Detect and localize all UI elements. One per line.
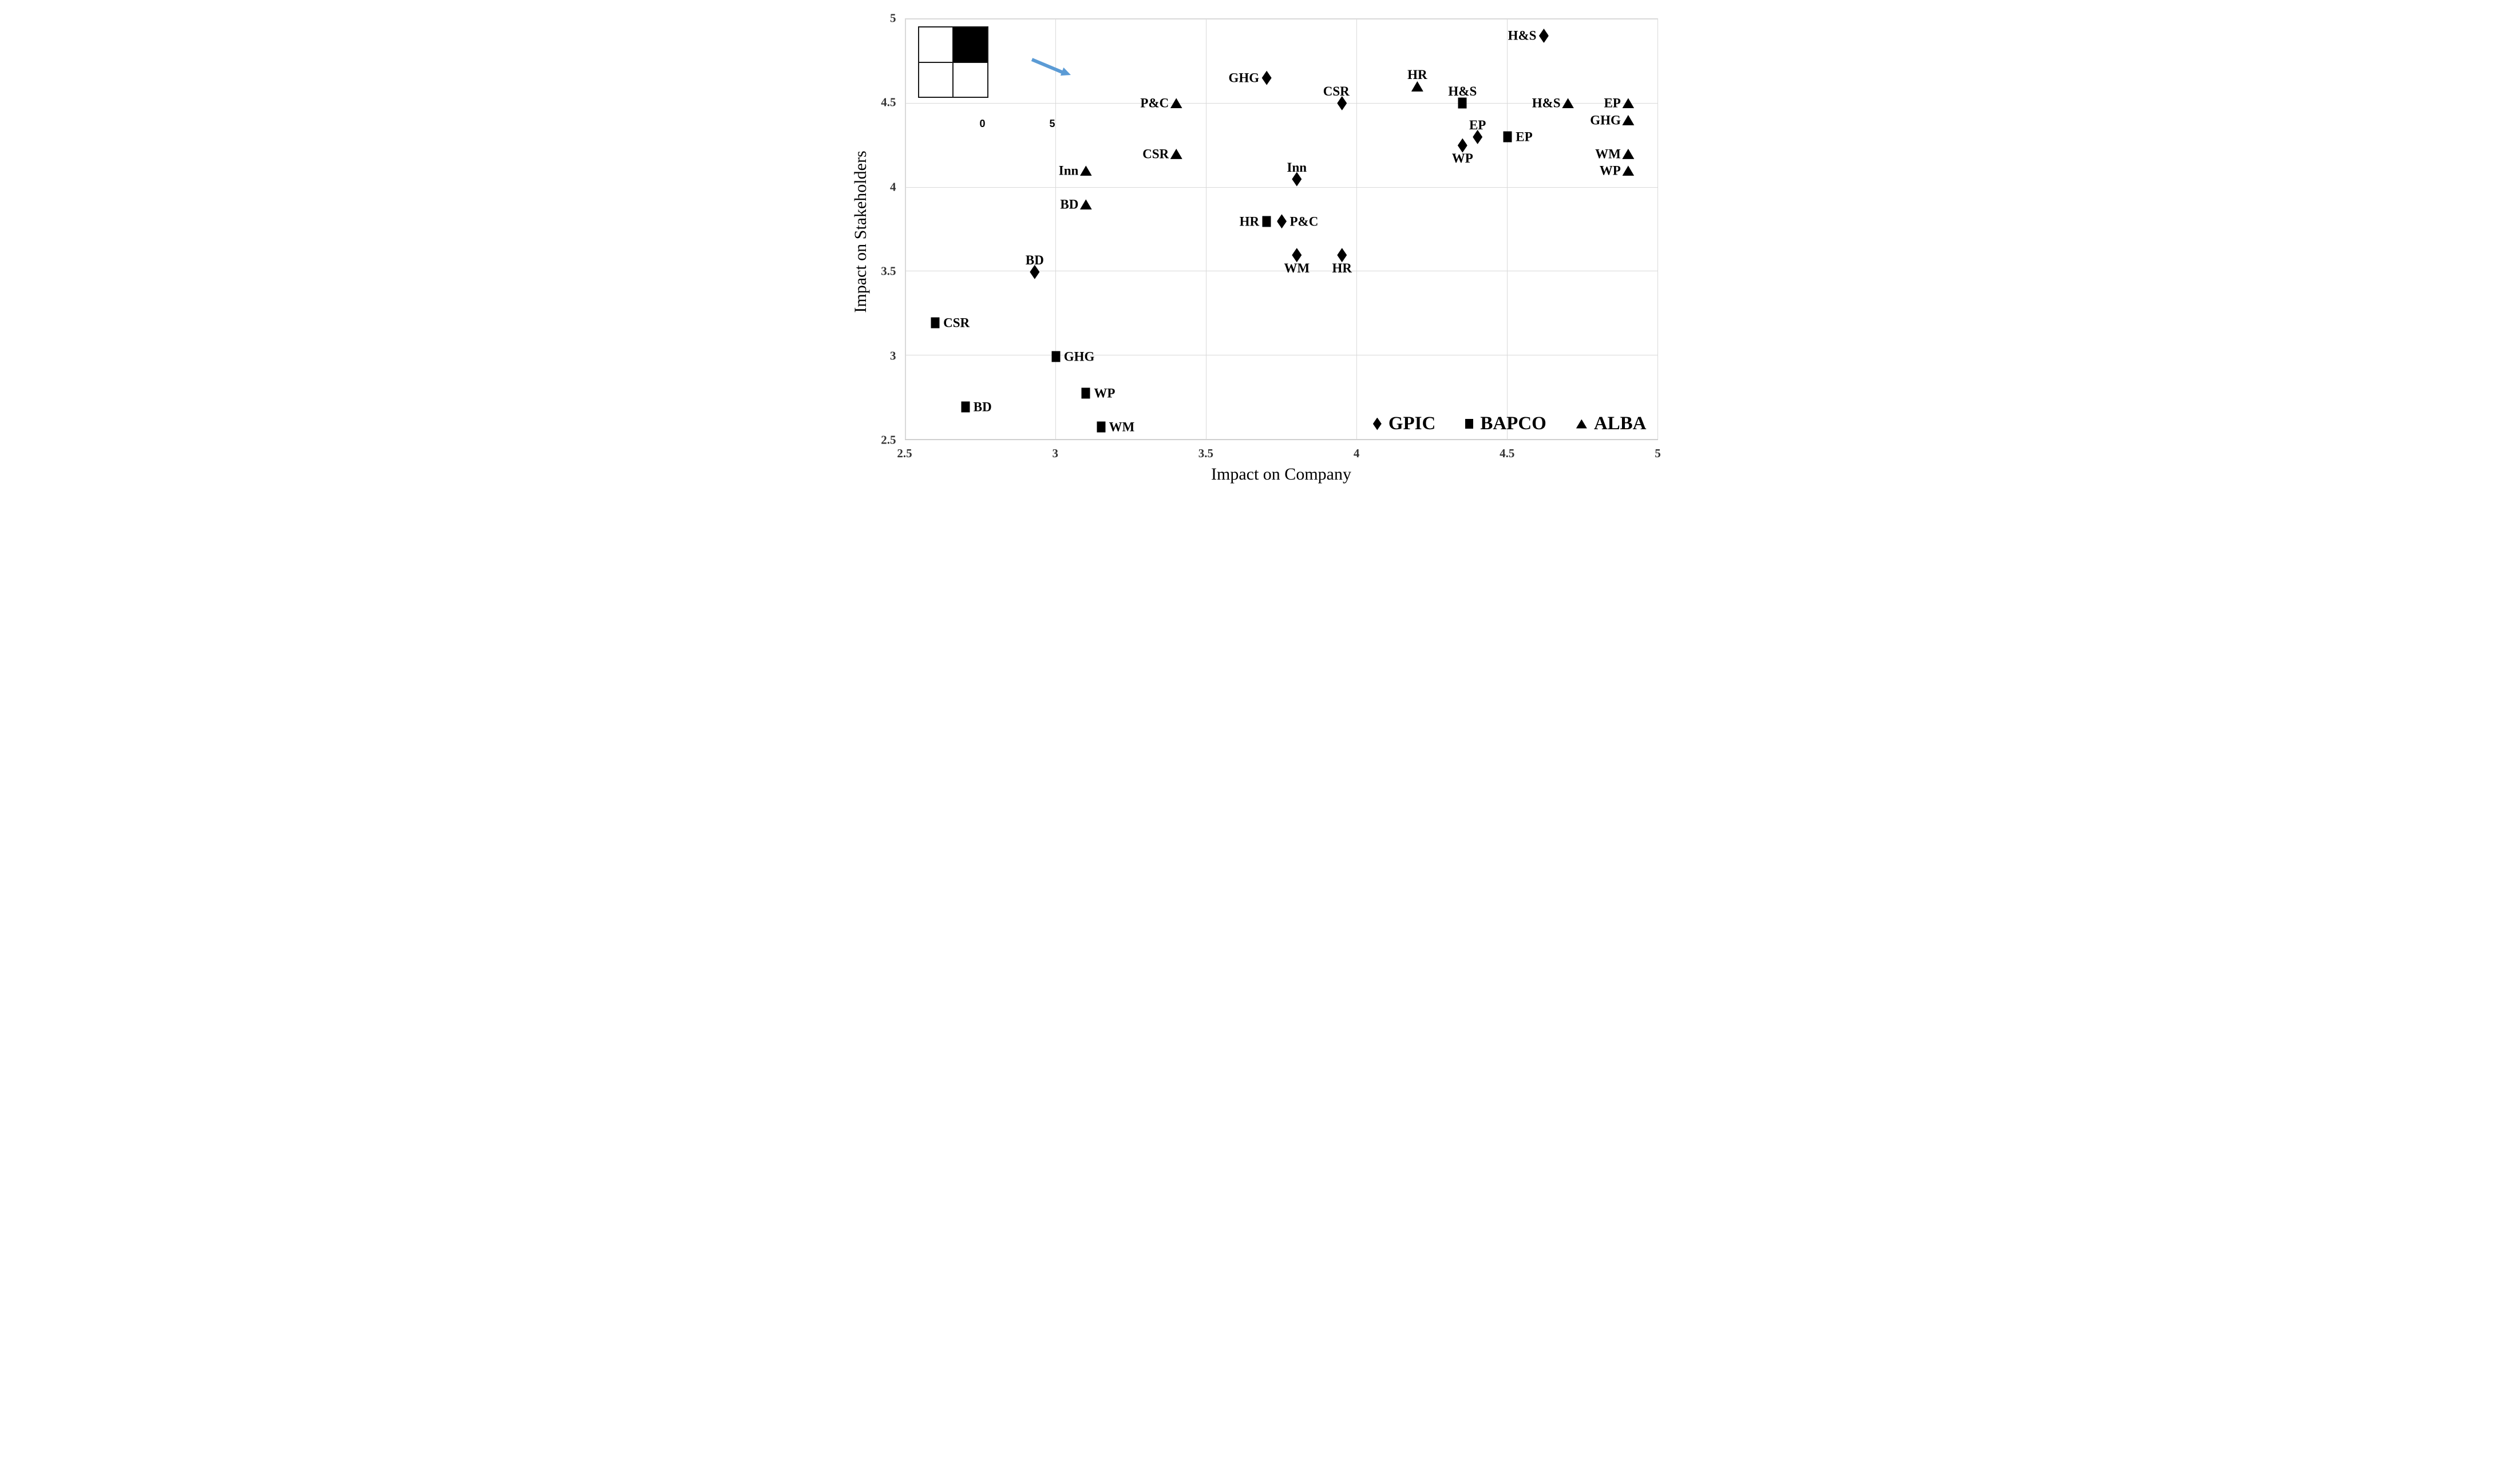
bapco-point-marker-square <box>1503 131 1512 143</box>
legend-item-bapco: BAPCO <box>1465 414 1546 433</box>
data-point-label: BD <box>1025 253 1044 268</box>
gridline-vertical <box>1657 19 1658 439</box>
gpic-point-marker-diamond <box>1337 96 1347 110</box>
x-tick-label: 3 <box>1052 446 1058 460</box>
y-tick-label: 3.5 <box>881 264 896 278</box>
data-point-label: CSR <box>1142 147 1169 161</box>
data-point-label: GHG <box>1590 113 1621 128</box>
gridline-horizontal <box>905 439 1657 440</box>
alba-point-marker-triangle <box>1622 165 1635 176</box>
gpic-point-marker-diamond <box>1337 248 1347 263</box>
legend-label-bapco: BAPCO <box>1480 413 1546 434</box>
data-point-label: WP <box>1599 163 1621 178</box>
data-point-label: Inn <box>1287 160 1307 175</box>
bapco-point-marker-square <box>931 317 940 329</box>
data-point-label: GHG <box>1063 349 1095 364</box>
data-point-label: P&C <box>1140 96 1169 110</box>
gpic-point-marker-diamond <box>1457 138 1467 153</box>
data-point-label: CSR <box>1323 84 1350 99</box>
gridline-vertical <box>1055 19 1057 439</box>
alba-point-marker-triangle <box>1079 199 1092 210</box>
alba-point-marker-triangle <box>1622 148 1635 159</box>
data-point-label: HR <box>1407 67 1427 82</box>
data-point-label: H&S <box>1508 28 1537 43</box>
x-tick-label: 2.5 <box>897 446 912 460</box>
y-tick-label: 2.5 <box>881 433 896 447</box>
gridline-vertical <box>905 19 906 439</box>
y-axis-title: Impact on Stakeholders <box>850 151 870 313</box>
gridline-horizontal <box>905 187 1657 188</box>
quadrant-inset <box>917 26 988 98</box>
legend: GPIC BAPCO ALBA <box>1372 413 1647 434</box>
bapco-point-marker-square <box>1262 216 1271 227</box>
data-point-label: EP <box>1604 96 1621 110</box>
gpic-point-marker-diamond <box>1292 248 1302 263</box>
x-tick-label: 3.5 <box>1198 446 1214 460</box>
materiality-scatter-figure: Impact on Stakeholders 5 0 5 GPIC BAPCO <box>840 0 1680 494</box>
alba-point-marker-triangle <box>1622 114 1635 125</box>
data-point-label: EP <box>1516 129 1533 144</box>
data-point-label: WP <box>1094 386 1115 401</box>
x-tick-label: 5 <box>1655 446 1661 460</box>
inset-quadrant-bottom-left <box>919 62 953 97</box>
alba-point-marker-triangle <box>1079 165 1092 176</box>
inset-x-min-label: 0 <box>979 118 986 129</box>
x-tick-label: 4.5 <box>1500 446 1515 460</box>
data-point-label: CSR <box>943 315 970 330</box>
x-axis-title: Impact on Company <box>1211 465 1351 484</box>
triangle-marker-icon <box>1576 419 1587 429</box>
legend-label-gpic: GPIC <box>1388 413 1436 434</box>
diamond-marker-icon <box>1372 417 1382 430</box>
y-tick-label: 5 <box>890 11 896 25</box>
square-marker-icon <box>1465 419 1474 429</box>
data-point-label: WM <box>1109 420 1135 434</box>
inset-x-max-label: 5 <box>1049 118 1055 129</box>
alba-point-marker-triangle <box>1170 148 1182 159</box>
alba-point-marker-triangle <box>1411 81 1423 92</box>
gridline-vertical <box>1356 19 1357 439</box>
y-tick-label: 3 <box>890 349 896 363</box>
data-point-label: Inn <box>1058 163 1079 178</box>
data-point-label: HR <box>1332 260 1352 275</box>
data-point-label: HR <box>1239 214 1260 229</box>
gpic-point-marker-diamond <box>1292 172 1302 187</box>
data-point-label: BD <box>973 399 992 414</box>
plot-area: 5 0 5 GPIC BAPCO ALBA H&S GHG CSR EP WP Inn P&… <box>904 18 1658 440</box>
bapco-point-marker-square <box>1097 421 1106 433</box>
data-point-label: H&S <box>1448 84 1477 99</box>
gpic-point-marker-diamond <box>1261 70 1272 85</box>
data-point-label: BD <box>1060 197 1079 212</box>
bapco-point-marker-square <box>961 401 970 413</box>
gpic-point-marker-diamond <box>1277 214 1287 229</box>
y-tick-label: 4.5 <box>881 95 896 109</box>
y-tick-label: 4 <box>890 180 896 194</box>
gpic-point-marker-diamond <box>1473 129 1483 144</box>
gridline-horizontal <box>905 102 1657 104</box>
gpic-point-marker-diamond <box>1030 264 1040 279</box>
inset-quadrant-top-right-filled <box>953 27 987 62</box>
data-point-label: WM <box>1595 147 1621 161</box>
bapco-point-marker-square <box>1081 387 1090 399</box>
legend-item-gpic: GPIC <box>1372 413 1436 434</box>
inset-quadrant-top-left <box>919 27 953 62</box>
bapco-point-marker-square <box>1051 351 1061 362</box>
x-tick-label: 4 <box>1353 446 1360 460</box>
legend-label-alba: ALBA <box>1593 413 1647 434</box>
data-point-label: GHG <box>1228 70 1260 85</box>
bapco-point-marker-square <box>1458 97 1467 109</box>
inset-quadrant-bottom-right <box>953 62 987 97</box>
data-point-label: EP <box>1469 118 1486 133</box>
legend-item-alba: ALBA <box>1576 414 1647 433</box>
gpic-point-marker-diamond <box>1538 28 1549 43</box>
gridline-vertical <box>1506 19 1508 439</box>
data-point-label: WP <box>1451 151 1473 166</box>
inset-y-max-label: 5 <box>974 41 980 53</box>
trend-arrow-icon <box>1031 58 1071 76</box>
data-point-label: WM <box>1284 260 1310 275</box>
data-point-label: P&C <box>1289 214 1319 229</box>
data-point-label: H&S <box>1532 96 1561 110</box>
